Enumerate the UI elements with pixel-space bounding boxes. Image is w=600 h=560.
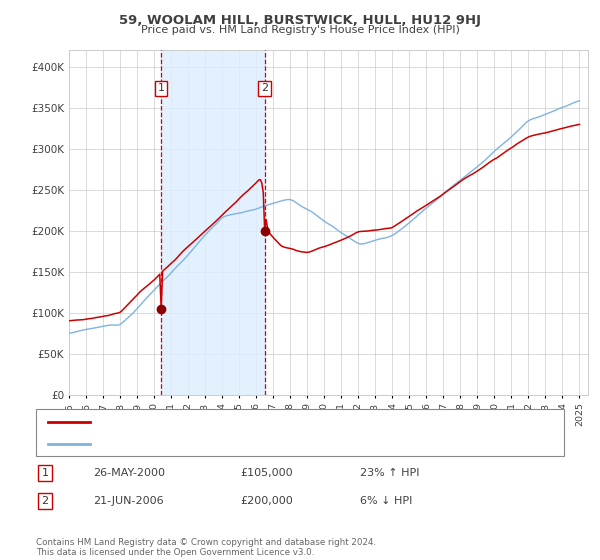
Text: 59, WOOLAM HILL, BURSTWICK, HULL, HU12 9HJ (detached house): 59, WOOLAM HILL, BURSTWICK, HULL, HU12 9…	[99, 417, 446, 427]
Text: HPI: Average price, detached house, East Riding of Yorkshire: HPI: Average price, detached house, East…	[99, 439, 415, 449]
Text: 2: 2	[41, 496, 49, 506]
Text: 6% ↓ HPI: 6% ↓ HPI	[360, 496, 412, 506]
Text: £105,000: £105,000	[240, 468, 293, 478]
Text: Contains HM Land Registry data © Crown copyright and database right 2024.
This d: Contains HM Land Registry data © Crown c…	[36, 538, 376, 557]
Text: 23% ↑ HPI: 23% ↑ HPI	[360, 468, 419, 478]
Text: 59, WOOLAM HILL, BURSTWICK, HULL, HU12 9HJ: 59, WOOLAM HILL, BURSTWICK, HULL, HU12 9…	[119, 14, 481, 27]
Text: 1: 1	[158, 83, 164, 94]
Text: 21-JUN-2006: 21-JUN-2006	[93, 496, 164, 506]
Text: 2: 2	[261, 83, 268, 94]
Bar	[161, 50, 265, 395]
Text: 1: 1	[41, 468, 49, 478]
Text: 26-MAY-2000: 26-MAY-2000	[93, 468, 165, 478]
Text: Price paid vs. HM Land Registry's House Price Index (HPI): Price paid vs. HM Land Registry's House …	[140, 25, 460, 35]
Text: £200,000: £200,000	[240, 496, 293, 506]
